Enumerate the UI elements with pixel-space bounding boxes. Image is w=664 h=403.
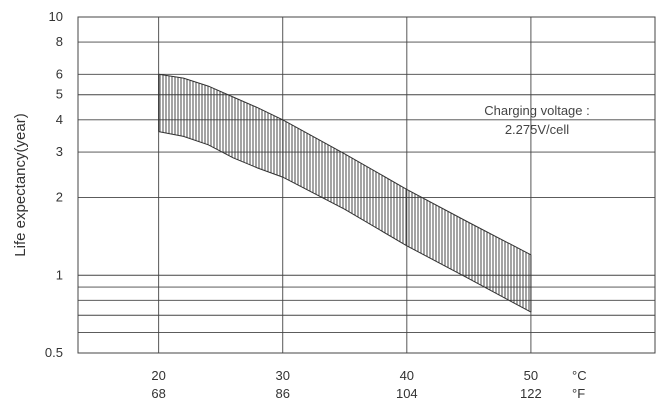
band-layer xyxy=(158,73,532,313)
x-tick-label-fahrenheit: 104 xyxy=(396,386,418,401)
x-unit-fahrenheit: °F xyxy=(572,386,585,401)
x-tick-label-celsius: 50 xyxy=(524,368,538,383)
x-tick-label-celsius: 20 xyxy=(151,368,165,383)
y-tick-label: 3 xyxy=(56,144,63,159)
y-tick-label: 0.5 xyxy=(45,345,63,360)
y-tick-label: 10 xyxy=(49,9,63,24)
x-tick-label-celsius: 30 xyxy=(276,368,290,383)
y-tick-label: 1 xyxy=(56,267,63,282)
plot-frame xyxy=(77,16,656,354)
x-tick-label-fahrenheit: 68 xyxy=(151,386,165,401)
x-tick-label-fahrenheit: 86 xyxy=(276,386,290,401)
y-tick-label: 6 xyxy=(56,66,63,81)
annotation-line-1: Charging voltage : xyxy=(484,103,590,118)
y-tick-label: 4 xyxy=(56,112,63,127)
lower-bound-line xyxy=(158,131,532,313)
y-tick-labels: 0.5 1 2 3 4 5 6 8 10 xyxy=(45,9,63,360)
x-tick-labels: 20 68 30 86 40 104 50 122 xyxy=(151,368,541,401)
x-tick-label-celsius: 40 xyxy=(400,368,414,383)
y-tick-label: 5 xyxy=(56,87,63,102)
life-band-fill xyxy=(158,74,531,313)
y-tick-label: 8 xyxy=(56,34,63,49)
y-axis-label: Life expectancy(year) xyxy=(12,113,29,256)
annotation-line-2: 2.275V/cell xyxy=(505,122,569,137)
x-tick-label-fahrenheit: 122 xyxy=(520,386,542,401)
y-tick-label: 2 xyxy=(56,190,63,205)
upper-bound-line xyxy=(158,73,532,256)
x-unit-celsius: °C xyxy=(572,368,587,383)
